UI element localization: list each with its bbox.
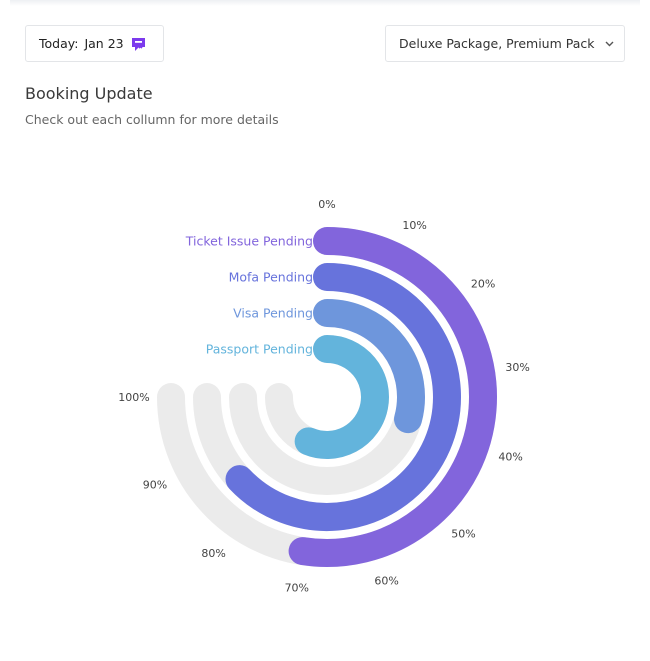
today-label: Today:: [39, 36, 79, 51]
radial-bar: [288, 227, 497, 567]
tick-label: 20%: [471, 278, 495, 291]
page-subtitle: Check out each collumn for more details: [25, 112, 279, 127]
tick-label: 60%: [374, 575, 398, 588]
calendar-icon: [130, 36, 147, 52]
top-shadow: [10, 0, 640, 6]
tick-label: 10%: [402, 219, 426, 232]
tick-label: 70%: [285, 582, 309, 595]
package-select-value: Deluxe Package, Premium Pack: [399, 36, 595, 51]
radial-bar: [294, 335, 389, 459]
tick-label: 30%: [505, 361, 529, 374]
chevron-down-icon: [605, 41, 614, 47]
series-label: Visa Pending: [233, 306, 313, 321]
package-select[interactable]: Deluxe Package, Premium Pack: [385, 25, 625, 62]
tick-label: 80%: [201, 547, 225, 560]
series-label: Mofa Pending: [229, 270, 313, 285]
today-date-button[interactable]: Today: Jan 23: [25, 25, 164, 62]
tick-label: 50%: [451, 528, 475, 541]
today-date: Jan 23: [84, 36, 124, 51]
radial-bar: [225, 263, 461, 531]
series-label: Ticket Issue Pending: [185, 234, 313, 249]
radial-bar: [313, 299, 425, 434]
tick-label: 0%: [318, 198, 335, 211]
series-label: Passport Pending: [206, 342, 313, 357]
page-title: Booking Update: [25, 84, 153, 103]
tick-label: 40%: [498, 451, 522, 464]
tick-label: 100%: [118, 391, 149, 404]
tick-label: 90%: [143, 479, 167, 492]
